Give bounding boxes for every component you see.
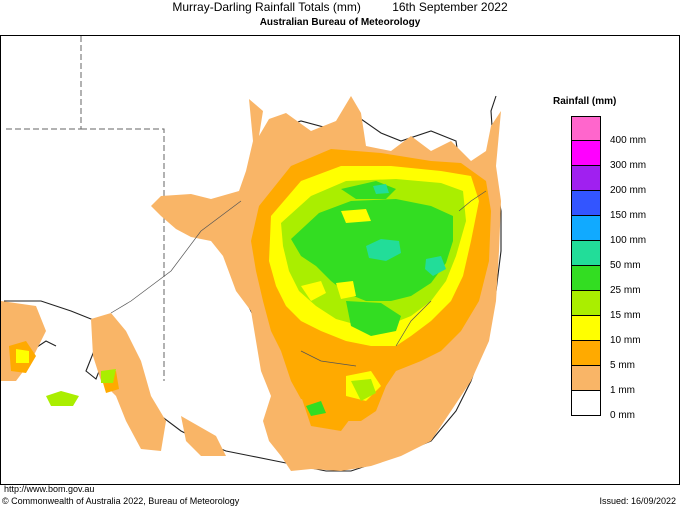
agency-name: Australian Bureau of Meteorology xyxy=(259,17,421,28)
legend-swatch xyxy=(571,141,601,166)
legend-title: Rainfall (mm) xyxy=(553,96,617,107)
legend-swatch xyxy=(571,216,601,241)
rainfall-map xyxy=(0,35,680,485)
legend-label: 100 mm xyxy=(610,235,647,246)
map-date: 16th September 2022 xyxy=(392,0,508,14)
issued-date: Issued: 16/09/2022 xyxy=(599,496,676,506)
rainfall-legend: Rainfall (mm) 400 mm 300 mm 200 mm 150 mm 10… xyxy=(545,96,646,421)
source-url: http://www.bom.gov.au xyxy=(4,484,95,494)
rainfall-map-canvas xyxy=(1,36,502,472)
map-title-text: Murray-Darling Rainfall Totals (mm) xyxy=(172,0,361,14)
legend-label: 400 mm xyxy=(610,135,647,146)
legend-swatch xyxy=(571,191,601,216)
legend-swatch xyxy=(571,241,601,266)
legend-label: 15 mm xyxy=(610,310,641,321)
legend-label: 0 mm xyxy=(610,410,635,421)
legend-label: 25 mm xyxy=(610,285,641,296)
legend-swatch xyxy=(571,391,601,416)
legend-swatch xyxy=(571,366,601,391)
rainfall-10mm-pockets xyxy=(301,209,371,301)
legend-label: 150 mm xyxy=(610,210,647,221)
legend-label: 50 mm xyxy=(610,260,641,271)
legend-label: 300 mm xyxy=(610,160,647,171)
legend-label: 200 mm xyxy=(610,185,647,196)
legend-swatch xyxy=(571,116,601,141)
legend-label: 10 mm xyxy=(610,335,641,346)
legend-label: 1 mm xyxy=(610,385,635,396)
copyright-notice: © Commonwealth of Australia 2022, Bureau… xyxy=(2,496,240,506)
legend-label: 5 mm xyxy=(610,360,635,371)
river-lines xyxy=(110,190,487,367)
legend-swatch xyxy=(571,266,601,291)
legend-swatch xyxy=(571,316,601,341)
legend-swatch xyxy=(571,166,601,191)
map-title: Murray-Darling Rainfall Totals (mm) 16th… xyxy=(0,0,680,14)
legend-swatch xyxy=(571,341,601,366)
legend-swatch xyxy=(571,291,601,316)
rainfall-50mm xyxy=(366,184,446,276)
